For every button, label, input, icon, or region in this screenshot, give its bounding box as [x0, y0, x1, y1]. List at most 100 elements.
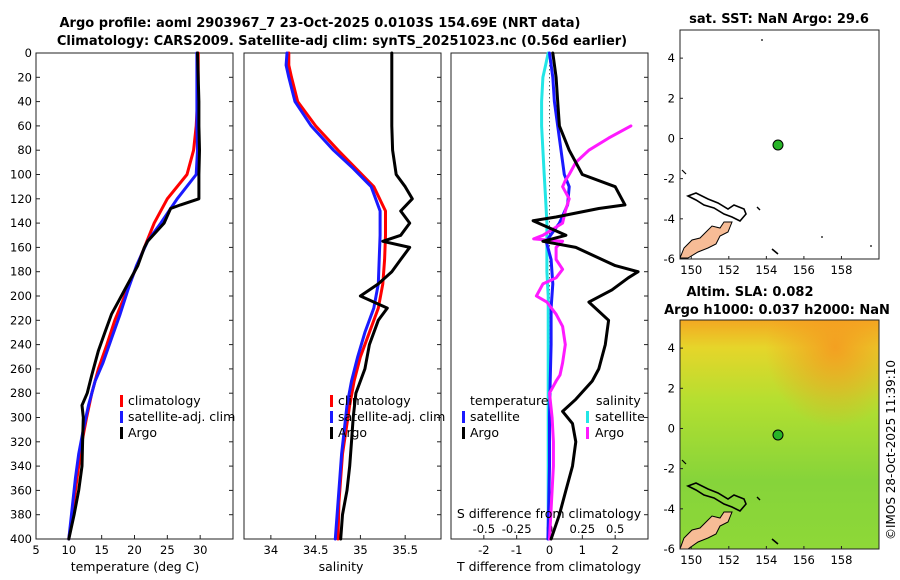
- land-islet-3: [681, 169, 687, 175]
- legend-swatch-satellite: [330, 411, 333, 423]
- y-tick-label: 200: [10, 289, 32, 303]
- y-tick-label: 160: [10, 240, 32, 254]
- map-y-tick-label: 2: [668, 381, 675, 395]
- y-tick-label: 340: [10, 459, 32, 473]
- y-tick-label: 280: [10, 386, 32, 400]
- temperature-axes-box: [35, 52, 234, 540]
- sla-map: Altim. SLA: 0.082 Argo h1000: 0.037 h200…: [664, 285, 890, 567]
- salinity-legend: climatology satellite-adj. clim Argo: [330, 393, 445, 440]
- map-x-tick-label: 152: [718, 553, 740, 567]
- series-line-argo: [339, 51, 414, 541]
- map-y-tick-label: -6: [664, 542, 675, 556]
- y-tick-label: 400: [10, 532, 32, 546]
- y-tick-label: 80: [17, 143, 32, 157]
- map-y-tick-label: 0: [668, 421, 675, 435]
- x-tick-label: 2: [612, 543, 619, 557]
- land-islet-1: [771, 538, 779, 545]
- series-line-satellite-adj-clim: [284, 51, 382, 541]
- map-y-tick-label: 0: [668, 131, 675, 145]
- legend-swatch-t-argo: [462, 427, 465, 439]
- series-line-satellite-adj-clim: [67, 51, 199, 541]
- legend-swatch-s-argo: [586, 427, 589, 439]
- y-tick-label: 180: [10, 265, 32, 279]
- y-tick-label: 240: [10, 338, 32, 352]
- x-tick-label: 0: [546, 543, 553, 557]
- legend-label-climatology: climatology: [338, 393, 411, 408]
- legend-swatch-argo: [330, 427, 333, 439]
- x-tick-label: 35.5: [392, 543, 418, 557]
- land-islet-3: [681, 459, 687, 465]
- map-x-tick-label: 156: [793, 263, 815, 277]
- argo-position-marker: [772, 429, 784, 441]
- s-tick-label: -0.5: [473, 522, 495, 536]
- land-islet-5: [870, 245, 872, 247]
- legend-label-satellite: satellite-adj. clim: [338, 409, 445, 424]
- map-x-tick-label: 150: [680, 553, 702, 567]
- sst-coastline: [680, 39, 872, 259]
- map-x-tick-label: 150: [680, 263, 702, 277]
- sla-map-title-1: Altim. SLA: 0.082: [687, 285, 814, 300]
- sla-map-frame: [679, 319, 880, 550]
- temperature-legend: climatology satellite-adj. clim Argo: [120, 393, 235, 440]
- temperature-panel: 0 20 40 60 80 100 120 140 160 180 200 220 240 260 280 3…: [10, 46, 235, 574]
- land-new-ireland: [686, 192, 747, 222]
- legend-label-argo: Argo: [338, 425, 367, 440]
- legend-title-temperature: temperature: [470, 393, 549, 408]
- land-new-ireland: [686, 482, 747, 512]
- series-line-s-argo: [532, 124, 633, 541]
- legend-label-t-satellite: satellite: [470, 409, 520, 424]
- y-tick-label: 360: [10, 483, 32, 497]
- legend-swatch-satellite: [120, 411, 123, 423]
- difference-panel: -2 -1 0 1 2-0.5 -0.25 0 0.25 0.5 T difference fr…: [450, 51, 649, 574]
- y-tick-label: 40: [17, 95, 32, 109]
- land-islet-2: [756, 206, 761, 211]
- x-tick-label: 5: [32, 543, 39, 557]
- series-line-t-argo: [531, 51, 640, 541]
- difference-legend: temperature satellite Argo salinity sate…: [462, 393, 645, 440]
- map-x-tick-label: 158: [830, 553, 852, 567]
- legend-label-satellite: satellite-adj. clim: [128, 409, 235, 424]
- y-tick-label: 100: [10, 168, 32, 182]
- map-y-tick-label: -2: [664, 462, 675, 476]
- land-new-guinea: [680, 221, 733, 259]
- s-difference-label: S difference from climatology: [457, 506, 642, 521]
- temperature-xlabel: temperature (deg C): [71, 559, 200, 574]
- x-tick-label: 35: [353, 543, 368, 557]
- y-tick-label: 220: [10, 313, 32, 327]
- title-line-1: Argo profile: aoml 2903967_7 23-Oct-2025…: [60, 16, 581, 31]
- y-tick-label: 260: [10, 362, 32, 376]
- legend-swatch-s-satellite: [586, 411, 589, 423]
- map-y-tick-label: 4: [668, 51, 675, 65]
- map-y-tick-label: -4: [664, 212, 675, 226]
- x-tick-label: 20: [127, 543, 142, 557]
- y-tick-label: 320: [10, 435, 32, 449]
- map-x-tick-label: 154: [755, 553, 777, 567]
- sst-map-title: sat. SST: NaN Argo: 29.6: [689, 12, 869, 27]
- t-difference-xlabel: T difference from climatology: [456, 559, 642, 574]
- map-y-tick-label: 4: [668, 341, 675, 355]
- x-tick-label: 15: [94, 543, 109, 557]
- legend-swatch-t-satellite: [462, 411, 465, 423]
- sla-coastline: [680, 459, 779, 549]
- y-tick-label: 20: [17, 70, 32, 84]
- s-tick-label: 0.5: [606, 522, 624, 536]
- series-line-argo: [67, 51, 201, 541]
- title-line-2: Climatology: CARS2009. Satellite-adj cli…: [57, 34, 627, 49]
- s-tick-label: -0.25: [502, 522, 532, 536]
- legend-label-climatology: climatology: [128, 393, 201, 408]
- map-x-tick-label: 154: [755, 263, 777, 277]
- x-tick-label: 25: [160, 543, 175, 557]
- legend-label-s-satellite: satellite: [595, 409, 645, 424]
- land-islet-4: [761, 39, 763, 41]
- salinity-panel: 34 34.5 35 35.5 salinity climatology satell…: [243, 51, 445, 574]
- s-tick-label: 0.25: [570, 522, 596, 536]
- legend-swatch-climatology: [120, 395, 123, 407]
- legend-title-salinity: salinity: [596, 393, 641, 408]
- map-x-tick-label: 152: [718, 263, 740, 277]
- salinity-xlabel: salinity: [319, 559, 364, 574]
- sst-map: sat. SST: NaN Argo: 29.6 150 152 154 156 158…: [664, 12, 880, 277]
- map-x-tick-label: 158: [830, 263, 852, 277]
- y-tick-label: 140: [10, 216, 32, 230]
- legend-swatch-climatology: [330, 395, 333, 407]
